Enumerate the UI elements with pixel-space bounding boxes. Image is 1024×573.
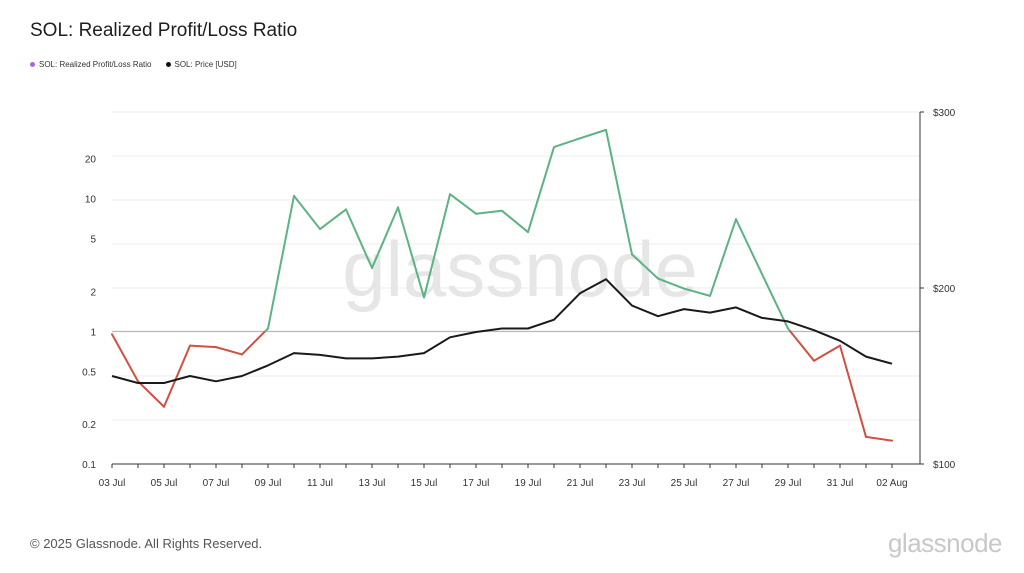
- x-tick-label: 13 Jul: [359, 478, 386, 489]
- ratio-segment: [449, 193, 477, 215]
- ratio-segment: [789, 330, 815, 362]
- ratio-segment: [683, 287, 711, 297]
- ratio-segment: [813, 344, 841, 362]
- ratio-segment: [189, 344, 217, 349]
- ratio-segment: [215, 346, 243, 356]
- legend-label-price: SOL: Price [USD]: [174, 60, 237, 69]
- ratio-segment: [839, 344, 867, 438]
- ratio-segment: [501, 209, 529, 234]
- x-tick-label: 19 Jul: [515, 478, 542, 489]
- legend-dot-ratio: [30, 62, 35, 67]
- y-left-tick-label: 0.5: [82, 367, 96, 378]
- brand-logo-text: glassnode: [887, 528, 1003, 558]
- axes: 0.1 0.2 0.5 1 2 5 10 20 $100 $200 $300 03 Jul 05 Jul…: [82, 108, 956, 489]
- ratio-segment: [865, 435, 893, 442]
- x-tick-label: 23 Jul: [619, 478, 646, 489]
- x-tick-label: 31 Jul: [827, 478, 854, 489]
- y-left-tick-label: 10: [85, 195, 97, 206]
- ratio-segment: [761, 273, 789, 330]
- ratio-segment: [475, 209, 503, 215]
- chart-title: SOL: Realized Profit/Loss Ratio: [30, 20, 298, 41]
- legend-item-ratio[interactable]: SOL: Realized Profit/Loss Ratio: [30, 60, 152, 69]
- x-tick-label: 27 Jul: [723, 478, 750, 489]
- ratio-segment: [553, 137, 581, 149]
- copyright-text: © 2025 Glassnode. All Rights Reserved.: [30, 536, 263, 551]
- ratio-segment: [241, 330, 267, 356]
- price-line: [111, 278, 893, 384]
- ratio-segment: [293, 194, 321, 231]
- x-tick-label: 02 Aug: [876, 478, 907, 489]
- y-left-tick-label: 20: [85, 155, 97, 166]
- ratio-segment: [631, 253, 659, 280]
- ratio-segment: [267, 194, 295, 330]
- ratio-segment: [423, 193, 451, 299]
- ratio-segment: [371, 206, 399, 270]
- ratio-segment: [111, 333, 139, 383]
- watermark: glassnode: [342, 225, 698, 313]
- ratio-segment: [163, 344, 191, 408]
- ratio-segment: [527, 146, 555, 234]
- y-right-tick-label: $200: [933, 284, 956, 295]
- ratio-segment: [579, 128, 607, 140]
- ratio-segment: [709, 218, 737, 297]
- y-left-tick-label: 0.2: [82, 420, 96, 431]
- x-tick-label: 15 Jul: [411, 478, 438, 489]
- legend-dot-price: [165, 62, 171, 67]
- x-tick-label: 07 Jul: [203, 478, 230, 489]
- ratio-segment: [735, 218, 763, 276]
- legend-item-price[interactable]: SOL: Price [USD]: [165, 60, 237, 69]
- legend-label-ratio: SOL: Realized Profit/Loss Ratio: [39, 60, 152, 69]
- y-left-tick-label: 2: [90, 287, 96, 298]
- ratio-segment: [397, 206, 425, 299]
- ratio-segment: [137, 380, 165, 408]
- x-tick-label: 05 Jul: [151, 478, 178, 489]
- ratio-segment: [319, 208, 347, 231]
- ratio-segment: [605, 128, 633, 256]
- x-tick-label: 25 Jul: [671, 478, 698, 489]
- x-tick-label: 21 Jul: [567, 478, 594, 489]
- y-left-tick-label: 0.1: [82, 460, 96, 471]
- x-tick-label: 11 Jul: [307, 478, 333, 489]
- ratio-segment: [345, 208, 373, 270]
- legend: SOL: Realized Profit/Loss Ratio SOL: Pri…: [30, 60, 237, 69]
- y-right-tick-label: $300: [933, 108, 956, 119]
- x-tick-label: 03 Jul: [99, 478, 126, 489]
- y-right-tick-label: $100: [933, 460, 956, 471]
- y-left-tick-label: 5: [90, 235, 96, 246]
- x-tick-label: 17 Jul: [463, 478, 490, 489]
- ratio-segment: [657, 277, 685, 290]
- x-tick-label: 09 Jul: [255, 478, 282, 489]
- x-tick-label: 29 Jul: [775, 478, 802, 489]
- series-layer: [111, 128, 893, 442]
- y-left-tick-label: 1: [90, 327, 96, 338]
